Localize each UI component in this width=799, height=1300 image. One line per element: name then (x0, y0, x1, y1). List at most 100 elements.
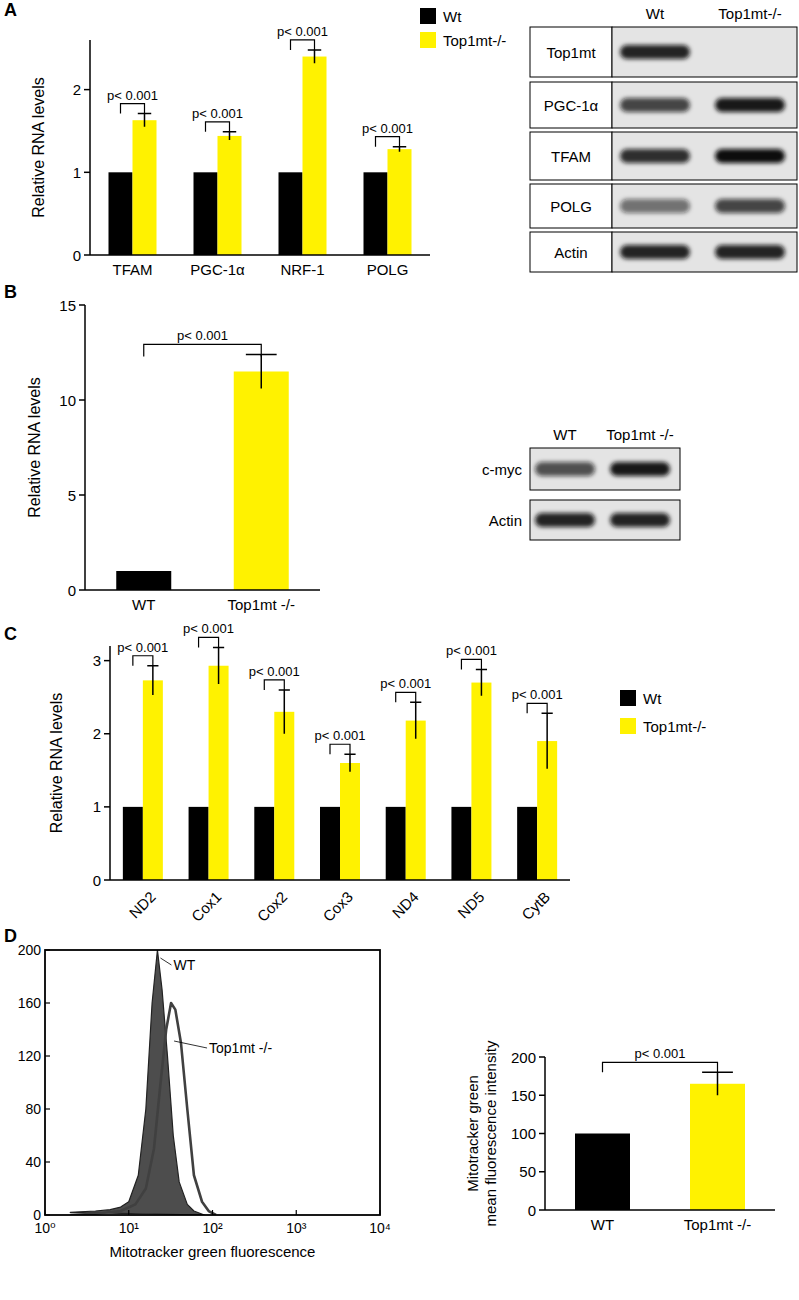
plot-frame (45, 950, 380, 1215)
y-axis (109, 646, 111, 880)
error-bar (410, 702, 421, 739)
x-tick (296, 1210, 297, 1215)
bar (116, 571, 171, 590)
y-axis-label: Relative RNA levels (30, 77, 47, 218)
marks (109, 50, 412, 255)
x-tick-label: TFAM (113, 261, 153, 278)
error-bar (279, 690, 290, 734)
blot-column-label: Top1mt -/- (606, 426, 674, 443)
bar (451, 807, 471, 880)
blot-band (715, 149, 785, 163)
error-bar (542, 713, 553, 769)
y-axis-label: Relative RNA levels (48, 693, 65, 834)
x-tick-label: NRF-1 (280, 261, 324, 278)
y-tick-label: 1 (93, 798, 101, 815)
significance-bracket (206, 122, 230, 132)
y-tick-label: 200 (18, 942, 42, 958)
blot-panel (612, 27, 797, 77)
x-tick (44, 1210, 45, 1215)
y-tick (539, 1056, 545, 1058)
y-tick (104, 806, 110, 808)
x-tick-label: 10³ (286, 1220, 307, 1236)
y-tick (79, 399, 85, 401)
line-chart: WTTop1mt -/-0408012016020010⁰10¹10²10³10… (18, 942, 391, 1260)
x-tick-label: Cox2 (254, 888, 291, 925)
bar (234, 372, 289, 591)
x-axis-label: Mitotracker green fluorescence (110, 1243, 316, 1260)
bar (123, 807, 143, 880)
blot-panel (530, 500, 680, 540)
bar (340, 763, 360, 880)
p-value: p< 0.001 (249, 664, 300, 679)
error-bar (147, 666, 158, 695)
blot-column-label: WT (553, 426, 576, 443)
y-axis (84, 305, 86, 590)
y-tick-label: 0 (68, 582, 76, 599)
p-value: p< 0.001 (107, 88, 158, 103)
bar-chart: 0123ND2Cox1Cox2Cox3ND4ND5CytBRelative RN… (48, 621, 706, 924)
blot-panel (612, 132, 797, 180)
y-tick (104, 733, 110, 735)
blot-band (620, 199, 690, 213)
bar (143, 680, 163, 880)
blot-band (715, 245, 785, 259)
bar (189, 807, 209, 880)
y-tick-label: 2 (73, 81, 81, 98)
significance-bracket (603, 1062, 718, 1072)
legend-swatch (620, 718, 636, 734)
y-tick-label: 160 (18, 995, 42, 1011)
blot-label-box (530, 82, 612, 128)
blot-band (610, 513, 670, 527)
y-tick-label: 100 (511, 1125, 536, 1142)
y-tick (45, 1161, 50, 1162)
blot-band (715, 98, 785, 112)
marks (116, 354, 289, 590)
y-tick-label: 40 (25, 1154, 41, 1170)
western-blot: WtTop1mt-/-Top1mtPGC-1αTFAMPOLGActin (530, 5, 797, 272)
series-label: Top1mt -/- (209, 1040, 272, 1056)
bar (575, 1134, 630, 1211)
legend-swatch (420, 8, 436, 24)
bar (386, 807, 406, 880)
x-tick-label: ND4 (389, 888, 422, 921)
y-axis-label-line: mean fluorescence intensity (482, 1040, 499, 1226)
significance-bracket (396, 692, 416, 702)
legend-swatch (420, 32, 436, 48)
p-value: p< 0.001 (177, 328, 228, 343)
y-tick-label: 0 (528, 1202, 536, 1219)
y-tick (45, 1002, 50, 1003)
blot-band (535, 513, 595, 527)
y-tick (45, 1214, 50, 1215)
line (70, 1003, 216, 1215)
blot-panel (612, 82, 797, 128)
error-bar (246, 354, 277, 388)
blot-band (620, 245, 690, 259)
blot-column-label: Wt (646, 5, 665, 22)
blot-row-label: Actin (489, 512, 522, 529)
x-axis (85, 589, 320, 591)
x-tick-label: Top1mt -/- (684, 1216, 752, 1233)
x-tick-label: WT (132, 596, 155, 613)
blot-row-label: Top1mt (546, 44, 596, 61)
y-tick (45, 1055, 50, 1056)
y-axis (89, 40, 91, 255)
figure: ABCD012TFAMPGC-1αNRF-1POLGRelative RNA l… (0, 0, 799, 1300)
blot-band (715, 199, 785, 213)
y-tick (79, 589, 85, 591)
legend-label: Wt (643, 690, 662, 707)
x-tick-label: 10² (202, 1220, 223, 1236)
blot-row-label: POLG (550, 198, 592, 215)
y-tick (104, 879, 110, 881)
y-tick (539, 1133, 545, 1135)
panel-letter: C (4, 624, 17, 644)
blot-label-box (530, 132, 612, 180)
x-tick-label: POLG (367, 261, 409, 278)
x-tick-label: CytB (518, 888, 553, 923)
bar (320, 807, 340, 880)
significance-bracket (199, 637, 219, 647)
x-tick-label: Top1mt -/- (227, 596, 295, 613)
legend-label: Top1mt-/- (643, 718, 706, 735)
p-value: p< 0.001 (117, 640, 168, 655)
p-value: p< 0.001 (183, 621, 234, 636)
panel-letter: B (4, 282, 17, 302)
